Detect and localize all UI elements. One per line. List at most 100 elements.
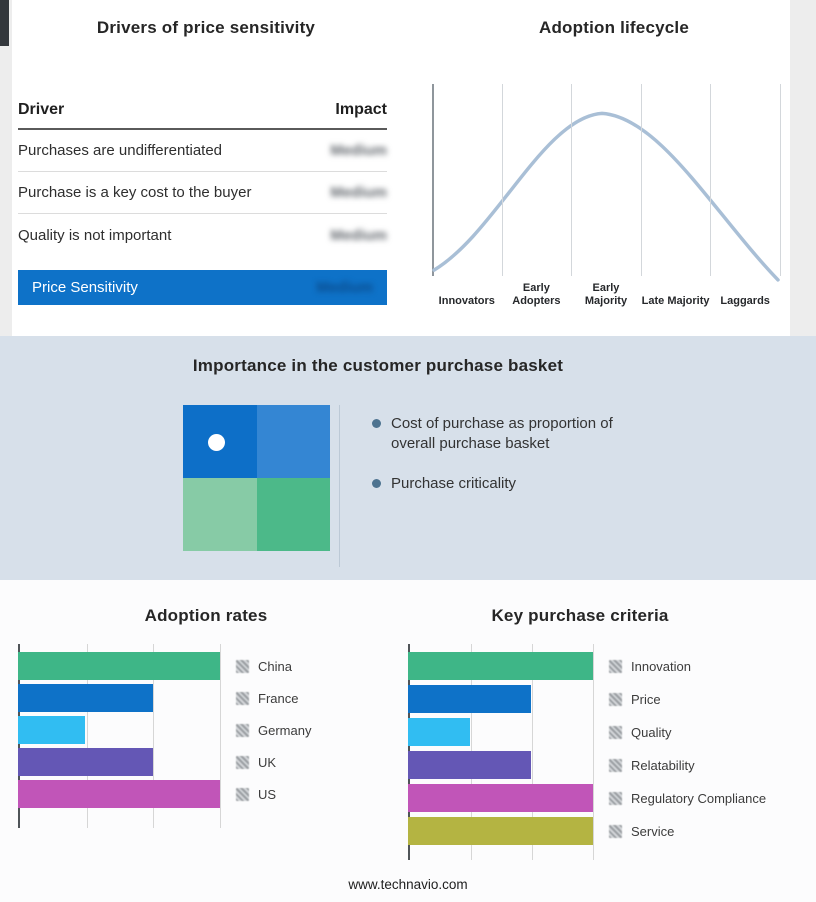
driver-row: Purchases are undifferentiated Medium [18,130,387,172]
lifecycle-y-axis [432,84,434,276]
chart-gridline [153,644,155,828]
lifecycle-gridline [571,84,573,276]
bar-track [18,684,220,712]
chart-gridline [86,644,88,828]
bar-track [408,718,593,746]
chart-gridline [220,644,221,828]
bar [408,652,593,680]
bullet-item: Purchase criticality [372,474,634,494]
chart-row: France [18,684,408,712]
bar [408,817,593,845]
legend-label: Innovation [631,658,691,674]
chart-row: UK [18,748,408,776]
chart-row: Innovation [408,652,813,680]
legend-swatch-icon [609,824,622,838]
bar [18,652,220,680]
quadrant-top-left [183,405,257,478]
legend-label: Germany [258,722,312,738]
corner-accent [0,0,9,46]
drivers-table-header: Driver Impact [18,92,387,130]
chart-row: Germany [18,716,408,744]
basket-bullet-list: Cost of purchase as proportion of overal… [372,414,634,513]
quadrant-top-right [256,405,330,478]
bar-track [408,685,593,713]
basket-panel-title: Importance in the customer purchase bask… [192,356,564,375]
adoption-rates-chart: China France Germany UK US [18,644,408,828]
bar [18,684,153,712]
bar-track [408,817,593,845]
lifecycle-stage-label: Early Adopters [512,281,561,308]
impact-column-header: Impact [335,101,387,118]
adoption-chart-title: Adoption rates [144,606,268,625]
chart-row: China [18,652,408,680]
lifecycle-gridline [501,84,503,276]
legend-label: China [258,658,292,674]
bottom-charts-section: Adoption rates Key purchase criteria Chi… [0,580,816,902]
driver-text: Quality is not important [18,226,172,244]
legend-label: Quality [631,724,672,740]
purchase-basket-quadrant-graphic [183,405,330,551]
left-margin-strip [0,0,12,336]
legend-swatch-icon [236,723,249,737]
bar [408,751,532,779]
chart-row: Service [408,817,813,845]
driver-text: Purchase is a key cost to the buyer [18,184,252,201]
driver-row: Purchase is a key cost to the buyer Mediu… [18,172,387,214]
bar-track [408,652,593,680]
drivers-table: Driver Impact Purchases are undifferenti… [18,92,387,305]
legend-swatch-icon [236,755,249,769]
impact-value: Medium [330,226,387,244]
legend-swatch-icon [236,691,249,705]
criteria-chart-title: Key purchase criteria [491,606,669,625]
lifecycle-stage-label: Early Majority [584,281,628,308]
lifecycle-panel-title: Adoption lifecycle [538,18,689,37]
legend-swatch-icon [236,659,249,673]
bar-track [18,780,220,808]
chart-row: Price [408,685,813,713]
right-margin-strip [790,0,816,336]
legend-swatch-icon [609,659,622,673]
drivers-panel-title: Drivers of price sensitivity [96,18,316,37]
driver-row: Quality is not important Medium [18,214,387,256]
chart-gridline [532,644,533,860]
driver-rows: Purchases are undifferentiated Medium Purc… [18,130,387,256]
bar [18,716,86,744]
lifecycle-stage-label: Laggards [720,295,770,308]
legend-label: US [258,786,277,802]
legend-swatch-icon [236,787,249,801]
legend-swatch-icon [609,758,622,772]
quadrant-divider-line [339,405,340,567]
bar-track [408,784,593,812]
legend-swatch-icon [609,725,622,739]
bar-track [408,751,593,779]
chart-gridline [593,644,594,860]
quadrant-bottom-right [256,478,330,551]
purchase-basket-band: Importance in the customer purchase bask… [0,336,816,580]
legend-swatch-icon [609,791,622,805]
legend-label: France [258,690,299,706]
legend-label: UK [258,754,277,770]
impact-value: Medium [330,142,387,159]
chart-row: US [18,780,408,808]
legend-label: Regulatory Compliance [631,790,767,806]
chart-row: Regulatory Compliance [408,784,813,812]
driver-column-header: Driver [18,101,65,118]
lifecycle-stage-labels: Innovators Early Adopters Early Majority La… [432,277,780,309]
quadrant-bottom-left [183,478,257,551]
price-sensitivity-row: Price Sensitivity Medium [18,270,387,305]
footer: www.technavio.com [0,877,816,892]
quadrant-dot-icon [208,434,225,451]
bar-track [18,748,220,776]
legend-swatch-icon [609,692,622,706]
bar-track [18,652,220,680]
legend-label: Relatability [631,757,695,773]
bar [408,784,593,812]
lifecycle-gridline [640,84,642,276]
lifecycle-stage-label: Innovators [438,295,495,308]
bullet-item: Cost of purchase as proportion of overal… [372,414,634,455]
lifecycle-chart [432,84,781,282]
footer-url: www.technavio.com [348,877,468,892]
lifecycle-stage-label: Late Majority [641,295,710,308]
bar [408,685,532,713]
